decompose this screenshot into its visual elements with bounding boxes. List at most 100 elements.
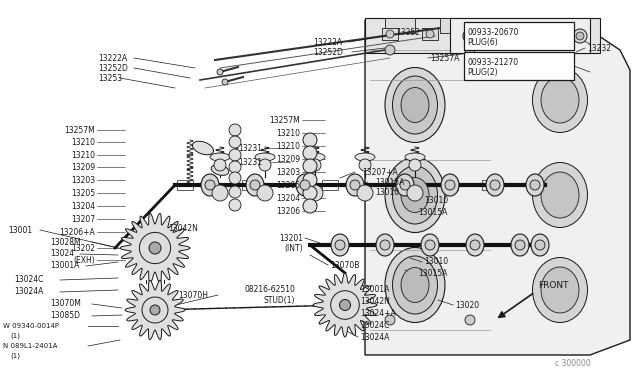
Bar bbox=[382, 28, 398, 40]
Bar bbox=[442, 180, 458, 190]
Circle shape bbox=[339, 299, 351, 311]
Bar bbox=[462, 28, 478, 40]
Ellipse shape bbox=[305, 153, 325, 161]
Ellipse shape bbox=[201, 174, 219, 196]
Circle shape bbox=[205, 180, 215, 190]
Text: 13070M: 13070M bbox=[50, 299, 81, 308]
Text: 13232: 13232 bbox=[587, 44, 611, 52]
Text: 13010: 13010 bbox=[424, 257, 448, 266]
Circle shape bbox=[250, 180, 260, 190]
Ellipse shape bbox=[396, 174, 414, 196]
Circle shape bbox=[470, 240, 480, 250]
Ellipse shape bbox=[210, 153, 230, 161]
Ellipse shape bbox=[405, 153, 425, 161]
Text: 00933-20670: 00933-20670 bbox=[467, 28, 518, 36]
Circle shape bbox=[257, 185, 273, 201]
Circle shape bbox=[445, 180, 455, 190]
Text: 13024: 13024 bbox=[50, 250, 74, 259]
Text: 13207+A: 13207+A bbox=[362, 167, 397, 176]
Text: 13207: 13207 bbox=[71, 215, 95, 224]
Ellipse shape bbox=[401, 177, 429, 212]
Text: 13001A: 13001A bbox=[360, 285, 389, 295]
Text: 13252D: 13252D bbox=[313, 48, 343, 57]
Bar bbox=[322, 180, 338, 190]
Ellipse shape bbox=[376, 234, 394, 256]
Bar bbox=[537, 28, 553, 40]
Circle shape bbox=[466, 30, 474, 38]
Text: 00933-21270: 00933-21270 bbox=[467, 58, 518, 67]
Text: (EXH): (EXH) bbox=[73, 256, 95, 264]
Circle shape bbox=[229, 149, 241, 161]
Circle shape bbox=[307, 185, 323, 201]
Ellipse shape bbox=[246, 174, 264, 196]
Ellipse shape bbox=[296, 174, 314, 196]
Circle shape bbox=[541, 30, 549, 38]
Circle shape bbox=[490, 180, 500, 190]
Circle shape bbox=[506, 32, 514, 40]
Text: 13015A: 13015A bbox=[375, 177, 404, 186]
Circle shape bbox=[303, 146, 317, 160]
Circle shape bbox=[303, 173, 317, 187]
Ellipse shape bbox=[441, 174, 459, 196]
Bar bbox=[502, 28, 518, 40]
Bar bbox=[392, 180, 408, 190]
Text: PLUG(2): PLUG(2) bbox=[467, 67, 498, 77]
Bar bbox=[242, 180, 258, 190]
Circle shape bbox=[303, 133, 317, 147]
Text: (INT): (INT) bbox=[284, 244, 303, 253]
Circle shape bbox=[465, 315, 475, 325]
Bar bbox=[365, 18, 600, 53]
Text: 13209: 13209 bbox=[276, 154, 300, 164]
Text: c 300000: c 300000 bbox=[555, 359, 591, 368]
Bar bbox=[422, 28, 438, 40]
Text: 13210: 13210 bbox=[71, 151, 95, 160]
Bar bbox=[450, 18, 590, 53]
Circle shape bbox=[576, 32, 584, 40]
Polygon shape bbox=[365, 20, 630, 355]
Text: (1): (1) bbox=[10, 353, 20, 359]
Circle shape bbox=[229, 199, 241, 211]
Circle shape bbox=[150, 305, 160, 315]
Circle shape bbox=[217, 69, 223, 75]
Bar bbox=[482, 180, 498, 190]
Ellipse shape bbox=[466, 234, 484, 256]
Ellipse shape bbox=[355, 153, 375, 161]
Circle shape bbox=[506, 30, 514, 38]
Circle shape bbox=[229, 161, 241, 173]
Circle shape bbox=[214, 159, 226, 171]
Circle shape bbox=[465, 45, 475, 55]
Ellipse shape bbox=[532, 163, 588, 228]
Ellipse shape bbox=[541, 77, 579, 123]
Text: 13001A: 13001A bbox=[50, 262, 79, 270]
Text: 13205: 13205 bbox=[71, 189, 95, 198]
Bar bbox=[385, 18, 415, 33]
Text: 13257M: 13257M bbox=[64, 125, 95, 135]
Ellipse shape bbox=[532, 67, 588, 132]
Circle shape bbox=[229, 186, 241, 198]
Bar bbox=[440, 18, 470, 33]
Text: 13070B: 13070B bbox=[330, 260, 360, 269]
Ellipse shape bbox=[392, 166, 438, 224]
Circle shape bbox=[303, 186, 317, 200]
Circle shape bbox=[229, 172, 241, 184]
Ellipse shape bbox=[401, 87, 429, 122]
Circle shape bbox=[385, 315, 395, 325]
Circle shape bbox=[359, 159, 371, 171]
Polygon shape bbox=[125, 280, 185, 340]
Circle shape bbox=[300, 180, 310, 190]
Ellipse shape bbox=[531, 234, 549, 256]
Text: 13024+A: 13024+A bbox=[360, 308, 396, 317]
Text: 13231: 13231 bbox=[238, 157, 262, 167]
Text: 13204: 13204 bbox=[276, 193, 300, 202]
Ellipse shape bbox=[211, 165, 228, 175]
Circle shape bbox=[229, 124, 241, 136]
Ellipse shape bbox=[401, 267, 429, 302]
Text: PLUG(6): PLUG(6) bbox=[467, 38, 498, 46]
Polygon shape bbox=[313, 273, 377, 337]
Text: 13257A: 13257A bbox=[430, 54, 460, 62]
Text: 13015A: 13015A bbox=[418, 269, 447, 279]
Circle shape bbox=[140, 232, 171, 264]
Circle shape bbox=[303, 159, 317, 173]
Circle shape bbox=[530, 180, 540, 190]
Bar bbox=[177, 180, 193, 190]
